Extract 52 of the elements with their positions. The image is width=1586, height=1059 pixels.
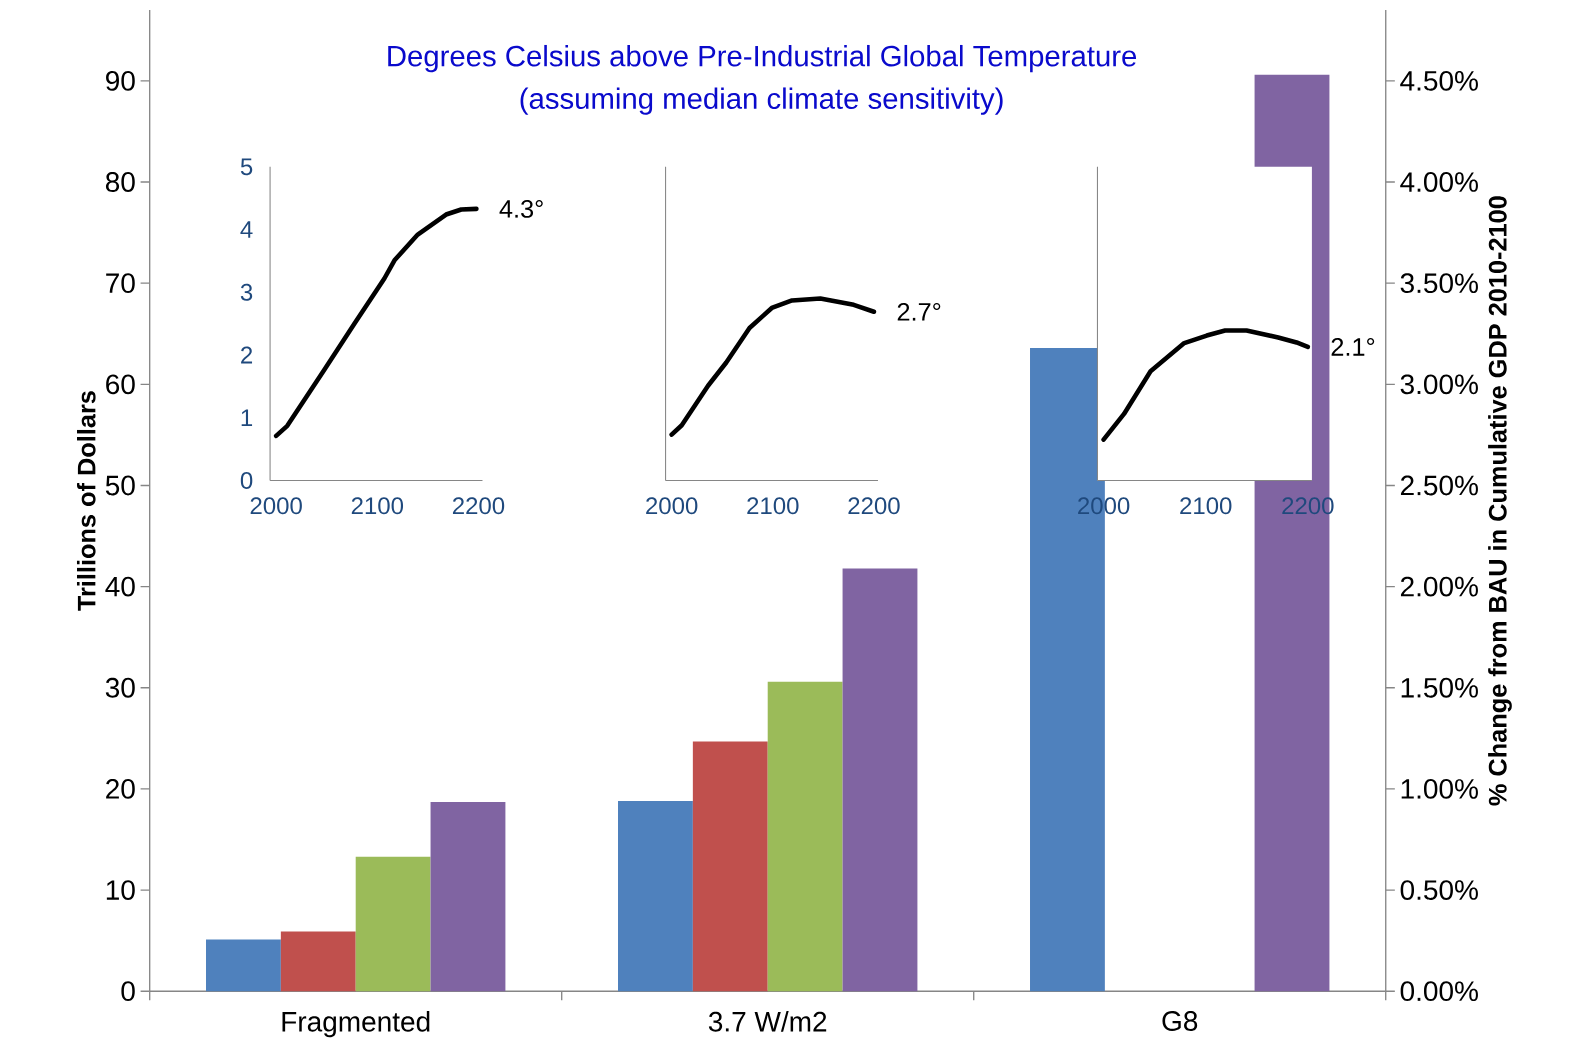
y-tick-label: 70 xyxy=(106,273,135,294)
x-tick-label: 2100 xyxy=(1180,497,1232,515)
y-tick-label: 5 xyxy=(240,158,253,176)
bar xyxy=(355,856,431,992)
text: (assuming median climate sensitivity) xyxy=(520,87,1003,115)
y-tick-label: 2 xyxy=(241,346,253,364)
x-tick-label: Fragmented xyxy=(282,1011,430,1038)
y-tick-label: 40 xyxy=(105,576,135,597)
y2-tick-label: 0.00% xyxy=(1400,981,1478,1002)
line-series xyxy=(273,206,479,439)
y2-tick-label: 0.50% xyxy=(1400,880,1478,900)
bar xyxy=(692,741,768,992)
y-axis-title: Trillions of Dollars xyxy=(76,391,96,611)
y2-tick-label: 3.50% xyxy=(1400,273,1478,294)
y-tick-label: 0 xyxy=(121,981,135,1002)
bar xyxy=(842,568,918,992)
y2-tick-label: 2.00% xyxy=(1400,576,1478,597)
y-tick-label: 90 xyxy=(106,70,135,91)
text: Degrees Celsius above Pre-Industrial Global Temperature xyxy=(388,44,1137,73)
y-tick-label: 80 xyxy=(105,172,135,192)
y-tick-label: 50 xyxy=(105,475,135,496)
y2-tick-label: 2.50% xyxy=(1400,475,1478,496)
bar xyxy=(767,681,843,992)
x-tick-label: 2100 xyxy=(747,497,799,515)
x-tick-label: 2000 xyxy=(646,497,698,515)
annotation: 4.3° xyxy=(499,199,543,218)
y2-tick-label: 4.00% xyxy=(1400,172,1478,192)
x-tick-label: 2000 xyxy=(250,497,302,515)
annotation: 2.7° xyxy=(897,302,941,321)
x-tick-label: 3.7 W/m2 xyxy=(708,1011,827,1032)
y-tick-label: 0 xyxy=(240,471,253,489)
y-tick-label: 20 xyxy=(106,779,135,799)
x-tick-label: 2100 xyxy=(351,497,404,515)
y-tick-label: 60 xyxy=(106,374,135,395)
x-tick-label: 2200 xyxy=(452,497,505,515)
bar xyxy=(618,801,693,992)
y2-tick-label: 3.00% xyxy=(1400,374,1478,395)
x-tick-label: G8 xyxy=(1162,1011,1198,1031)
bar xyxy=(280,931,356,992)
y-tick-label: 3 xyxy=(240,283,253,301)
x-tick-label: 2200 xyxy=(848,497,900,515)
bar xyxy=(430,802,506,992)
y2-tick-label: 1.00% xyxy=(1401,779,1478,799)
y2-tick-label: 1.50% xyxy=(1401,677,1478,698)
annotation: 2.1° xyxy=(1331,338,1375,356)
bar xyxy=(206,939,281,992)
y2-tick-label: 4.50% xyxy=(1400,70,1478,91)
y-tick-label: 30 xyxy=(105,677,135,698)
y-tick-label: 10 xyxy=(106,880,135,900)
y2-axis-title: % Change from BAU in Cumulative GDP 2010-2100 xyxy=(1488,196,1512,806)
y-tick-label: 1 xyxy=(241,409,253,426)
y-tick-label: 4 xyxy=(240,221,253,238)
